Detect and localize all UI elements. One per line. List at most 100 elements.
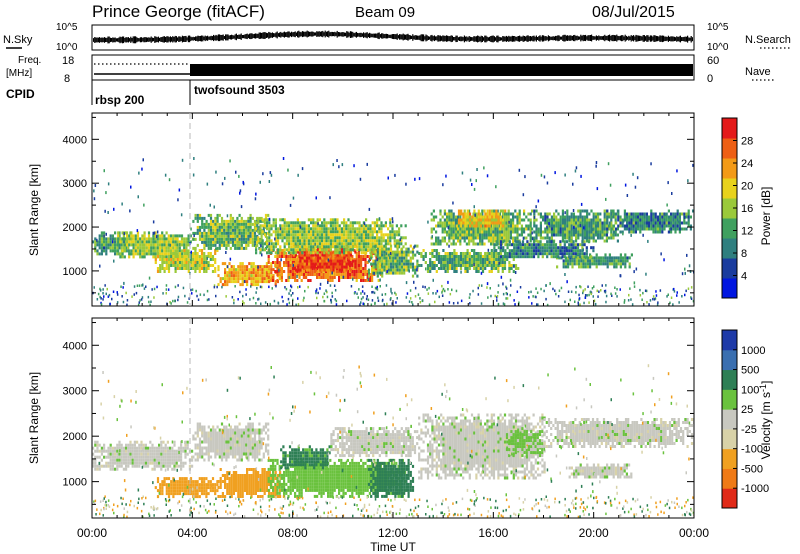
noise-sample <box>268 31 270 39</box>
data-cell <box>659 218 662 222</box>
data-cell <box>312 230 315 234</box>
data-cell <box>314 227 317 231</box>
data-cell <box>299 250 302 254</box>
noise-sample <box>454 37 456 41</box>
noise-sample <box>389 34 391 38</box>
data-cell <box>248 262 251 266</box>
data-cell <box>207 243 210 247</box>
data-cell <box>414 286 417 290</box>
data-cell <box>610 209 613 213</box>
data-cell <box>527 233 530 237</box>
data-cell <box>535 252 538 256</box>
data-cell <box>321 250 324 254</box>
data-cell <box>454 221 457 225</box>
data-cell <box>481 224 484 228</box>
data-cell <box>299 253 302 257</box>
data-cell <box>207 255 210 258</box>
data-cell <box>294 258 297 261</box>
data-cell <box>588 301 590 304</box>
data-cell <box>343 218 346 222</box>
data-cell <box>294 245 297 249</box>
data-cell <box>205 261 208 264</box>
data-cell <box>384 221 387 225</box>
data-cell <box>289 270 292 273</box>
data-cell <box>301 242 304 246</box>
data-cell <box>240 243 243 247</box>
data-cell <box>360 245 363 249</box>
noise-sample <box>175 36 177 43</box>
data-cell <box>345 221 348 225</box>
data-cell <box>238 246 241 250</box>
data-cell <box>572 212 575 216</box>
data-cell <box>542 218 545 222</box>
data-cell <box>537 233 540 237</box>
data-cell <box>601 227 604 231</box>
data-cell <box>544 218 547 222</box>
data-cell <box>524 252 527 256</box>
data-cell <box>319 253 322 257</box>
data-cell <box>378 230 381 234</box>
data-cell <box>196 219 199 223</box>
data-cell <box>532 243 536 247</box>
data-cell <box>368 258 371 261</box>
data-cell <box>265 280 268 284</box>
noise-sample <box>414 35 416 40</box>
noise-sample <box>155 36 157 43</box>
data-cell <box>207 231 210 235</box>
data-cell <box>376 224 379 228</box>
data-cell <box>283 227 286 231</box>
data-cell <box>546 240 549 244</box>
data-cell <box>152 243 155 247</box>
data-cell <box>209 216 213 220</box>
data-cell <box>209 225 213 229</box>
noise-sample <box>321 31 323 37</box>
data-cell <box>550 227 553 231</box>
data-cell <box>537 249 540 253</box>
data-cell <box>521 246 525 250</box>
data-cell <box>665 218 668 222</box>
data-cell <box>672 221 675 225</box>
noise-sample <box>553 36 555 41</box>
noise-sample <box>607 35 609 41</box>
data-cell <box>141 243 144 247</box>
data-cell <box>586 227 589 231</box>
data-cell <box>617 212 620 216</box>
data-cell <box>474 227 477 231</box>
noise-sample <box>186 37 188 41</box>
data-cell <box>383 268 386 272</box>
noise-sample <box>315 32 317 36</box>
data-cell <box>562 259 565 263</box>
data-cell <box>356 230 359 234</box>
data-cell <box>334 253 337 257</box>
data-cell <box>567 259 570 263</box>
data-cell <box>116 252 119 256</box>
data-cell <box>468 239 471 243</box>
data-cell <box>555 224 558 228</box>
noise-sample <box>557 35 559 42</box>
data-cell <box>602 262 605 266</box>
data-cell <box>309 279 312 282</box>
data-cell <box>165 261 168 264</box>
data-cell <box>503 261 507 264</box>
cpid-mode-2: twofsound 3503 <box>194 83 285 97</box>
data-cell <box>502 302 505 305</box>
data-cell <box>561 212 564 216</box>
data-cell <box>601 221 604 225</box>
noise-sample <box>433 35 435 42</box>
data-cell <box>249 216 252 220</box>
data-cell <box>683 212 686 216</box>
data-cell <box>479 261 482 264</box>
data-cell <box>507 215 510 219</box>
noise-sample <box>120 37 122 43</box>
data-cell <box>274 230 277 234</box>
data-cell <box>472 212 475 216</box>
data-cell <box>327 233 330 237</box>
data-cell <box>276 279 279 282</box>
data-cell <box>336 253 339 257</box>
data-cell <box>518 233 521 237</box>
data-cell <box>526 249 529 253</box>
data-cell <box>394 291 396 295</box>
data-cell <box>503 236 506 240</box>
data-cell <box>532 252 536 256</box>
data-cell <box>287 264 290 267</box>
